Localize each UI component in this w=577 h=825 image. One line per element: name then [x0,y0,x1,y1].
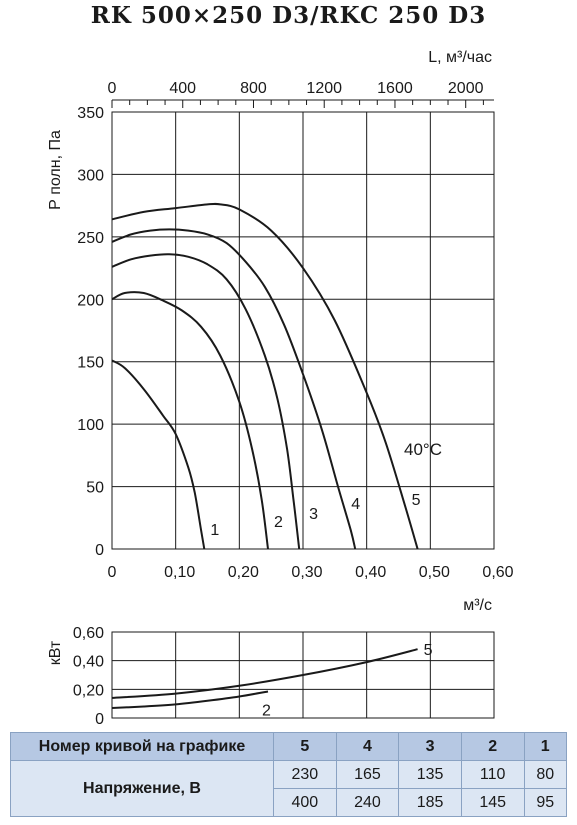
chart-title: RK 500×250 D3/RKC 250 D3 [90,2,487,29]
curve-label-1: 1 [210,522,219,539]
table-cell: 185 [398,788,462,817]
table-cell: 165 [335,760,400,789]
table-cell: 145 [460,788,525,817]
y-axis-label: Р полн, Па [47,130,64,210]
y-tick-label: 250 [77,230,104,247]
table-header-label: Номер кривой на графике [10,732,274,761]
pressure-curve-5 [111,202,419,550]
y-tick-label: 100 [77,417,104,434]
power-curve-label-5: 5 [424,642,433,659]
x2-tick-label: 0 [108,80,117,97]
pressure-curve-3 [111,253,301,550]
x2-tick-label: 2000 [448,80,484,97]
y-tick-label: 0 [95,542,104,559]
x-tick-label: 0,40 [355,564,386,581]
table-column-header: 1 [523,732,567,761]
table-row: Напряжение, В 230 165 135 110 80 [10,760,567,817]
pressure-curve-2 [111,291,269,550]
table-column-header: 5 [273,732,337,761]
table-column-header: 4 [335,732,400,761]
pressure-curve-1 [111,359,206,550]
power-curve-5 [111,648,418,699]
curve-label-5: 5 [412,492,421,509]
y-tick-label: 300 [77,167,104,184]
x2-tick-label: 1200 [306,80,342,97]
power-y-tick-label: 0,40 [73,654,104,671]
x-tick-label: 0,10 [164,564,195,581]
x-tick-label: 0,50 [419,564,450,581]
power-y-tick-label: 0,60 [73,625,104,642]
x2-axis-label: L, м³/час [428,49,492,66]
table-cell: 80 [523,760,567,789]
x2-tick-label: 800 [240,80,267,97]
y-tick-label: 350 [77,105,104,122]
table-cell: 110 [460,760,525,789]
table-cell: 400 [273,788,337,817]
curve-label-3: 3 [309,506,318,523]
power-y-tick-label: 0,20 [73,682,104,699]
power-axis-label: кВт [47,640,64,665]
x2-tick-label: 400 [169,80,196,97]
table-cell: 135 [398,760,462,789]
table-cell: 230 [273,760,337,789]
voltage-table: Номер кривой на графике 5 4 3 2 1 Напряж… [10,732,567,817]
table-column-header: 3 [398,732,462,761]
y-tick-label: 150 [77,355,104,372]
power-curve-2 [111,690,269,709]
power-curve-label-2: 2 [262,702,271,719]
table-row-label: Напряжение, В [10,760,274,817]
x-tick-label: 0 [108,564,117,581]
table-cell: 240 [335,788,400,817]
curve-label-4: 4 [351,496,360,513]
y-tick-label: 200 [77,292,104,309]
pressure-curve-4 [111,228,357,550]
table-column-header: 2 [460,732,525,761]
x2-tick-label: 1600 [377,80,413,97]
temperature-annotation: 40°C [404,440,442,459]
table-cell: 95 [523,788,567,817]
power-y-tick-label: 0 [95,711,104,728]
x-tick-label: 0,30 [291,564,322,581]
x-axis-label: м³/с [463,597,492,614]
table-row: 400 240 185 145 95 [11,788,567,817]
y-tick-label: 50 [86,480,104,497]
table-header-row: Номер кривой на графике 5 4 3 2 1 [10,732,567,761]
x-tick-label: 0,20 [228,564,259,581]
curve-label-2: 2 [274,514,283,531]
fan-performance-chart: L, м³/час 0 400 800 1200 1600 2000 0501001502… [47,49,514,728]
x-tick-label: 0,60 [482,564,513,581]
